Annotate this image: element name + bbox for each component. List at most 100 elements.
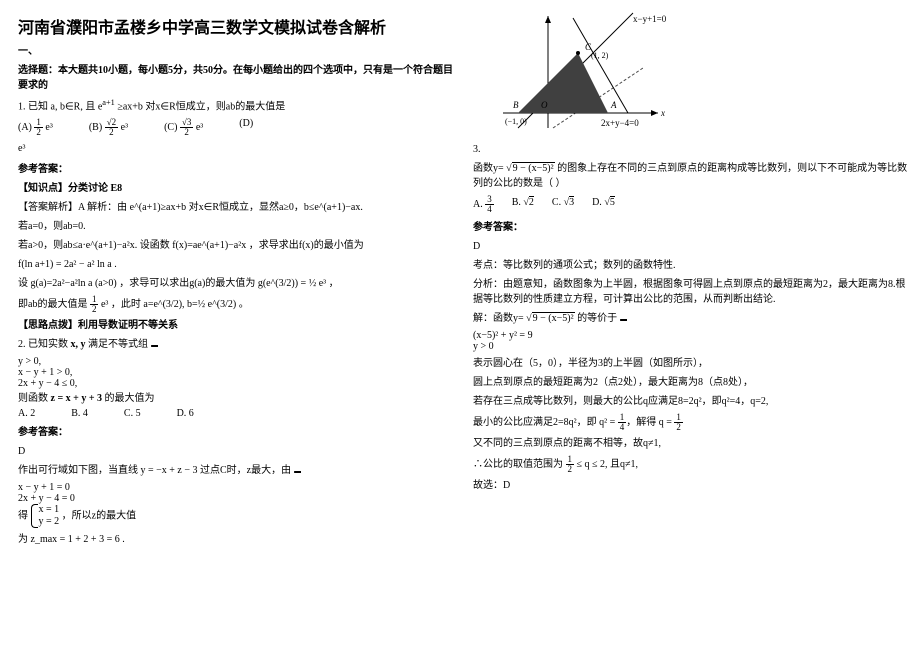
q1-knowledge-point: 【知识点】分类讨论 E8 xyxy=(18,181,455,196)
q2-sys2a: x = 1 xyxy=(39,504,60,516)
feasible-region-diagram: x−y+1=0 C (1, 2) B O A (−1, 0) 2x+y−4=0 … xyxy=(493,8,673,138)
q2-z: z = x + y + 3 xyxy=(51,393,103,404)
q2-sys2: x = 1 y = 2 xyxy=(31,504,60,528)
q2-optD: D. 6 xyxy=(177,408,194,419)
q1-sol4-pre: 设 xyxy=(18,278,28,289)
q2-c3: 2x + y − 4 ≤ 0, xyxy=(18,378,455,389)
q2-exp-get: 得 xyxy=(18,511,28,522)
q1-sol0: 【答案解析】A 解析：由 e^(a+1)≥ax+b 对x∈R恒成立，显然a≥0，… xyxy=(18,200,455,215)
q1-exp1: a+1 xyxy=(102,98,115,107)
q1-sol4-val: g(e^(3/2)) = ½ e³ xyxy=(258,278,326,289)
q2-stem: 2. 已知实数 x, y 满足不等式组 xyxy=(18,337,455,352)
q3-optC-lbl: C. xyxy=(552,197,561,208)
q3-sol4-pre: 最小的公比应满足2=8q²，即 xyxy=(473,417,597,428)
q3-optB-lbl: B. xyxy=(512,197,521,208)
q3-sol4: 最小的公比应满足2=8q²，即 q² = 14，解得 q = 12 xyxy=(473,413,910,432)
svg-text:B: B xyxy=(513,100,519,110)
q3-stem: 函数y= √9 − (x−5)² 的图象上存在不同的三点到原点的距离构成等比数列… xyxy=(473,161,910,191)
q1-sol4-post: ， xyxy=(329,278,339,289)
q3-stem-pre: 函数y= xyxy=(473,163,504,174)
left-column: 河南省濮阳市孟楼乡中学高三数学文模拟试卷含解析 一、 选择题：本大题共10小题，… xyxy=(0,0,465,561)
q3-optD-lbl: D. xyxy=(592,197,602,208)
q3-num: 3. xyxy=(473,142,910,157)
q3-options: A. 34 B. √2 C. √3 D. √5 xyxy=(473,195,910,214)
q3-sol-eq-text: 的等价于 xyxy=(577,313,617,324)
q2-tail: 的最大值为 xyxy=(105,393,155,404)
q2-options: A. 2 B. 4 C. 5 D. 6 xyxy=(18,408,455,419)
q2-exp-pre: 作出可行域如下图，当直线 xyxy=(18,465,138,476)
q3-sol-eq: 解：函数y= √9 − (x−5)² 的等价于 xyxy=(473,311,910,326)
q2-sys1b: 2x + y − 4 = 0 xyxy=(18,493,455,504)
q1-sol2-pre: 若a>0，则ab≤a·e^(a+1)−a²x. 设函数 xyxy=(18,240,170,251)
q2-mid: 满足不等式组 xyxy=(88,339,148,350)
q3-sol5: 又不同的三点到原点的距离不相等，故q≠1, xyxy=(473,436,910,451)
q2-stem-pre: 2. 已知实数 xyxy=(18,339,68,350)
q1-optC-lbl: (C) xyxy=(164,122,177,133)
svg-text:O: O xyxy=(541,100,548,110)
svg-text:(1, 2): (1, 2) xyxy=(591,51,609,60)
q1-cond: a, b∈R, 且 e xyxy=(51,101,103,112)
q2-answer: D xyxy=(18,444,455,459)
q2-exp: 作出可行域如下图，当直线 y = −x + z − 3 过点C时，z最大，由 xyxy=(18,463,455,478)
svg-text:A: A xyxy=(610,100,617,110)
q1-sol1: 若a=0，则ab=0. xyxy=(18,219,455,234)
q3-answer-header: 参考答案： xyxy=(473,220,910,235)
q1-optD-lbl: (D) xyxy=(239,118,253,129)
q1-stem: 1. 已知 a, b∈R, 且 ea+1 ≥ax+b 对x∈R恒成立，则ab的最… xyxy=(18,97,455,114)
q1-sol5-when: ，此时 xyxy=(111,299,141,310)
q1-sol3: f(ln a+1) = 2a² − a² ln a . xyxy=(18,257,455,272)
q3-sol-c1: (x−5)² + y² = 9 xyxy=(473,330,910,341)
page: 河南省濮阳市孟楼乡中学高三数学文模拟试卷含解析 一、 选择题：本大题共10小题，… xyxy=(0,0,920,561)
q2-exp-line: y = −x + z − 3 xyxy=(141,465,198,476)
q1-answer-header: 参考答案： xyxy=(18,162,455,177)
q1-options: (A) 12 e³ (B) √22 e³ (C) √32 e³ (D) xyxy=(18,118,455,137)
q1-sol2-f: f(x)=ae^(a+1)−a²x xyxy=(172,240,246,251)
svg-text:2x+y−4=0: 2x+y−4=0 xyxy=(601,118,639,128)
q2-post: 则函数 xyxy=(18,393,48,404)
q3-sol-pre: 解：函数y= xyxy=(473,313,524,324)
q2-optC: C. 5 xyxy=(124,408,141,419)
q2-zmax: 为 z_max = 1 + 2 + 3 = 6 . xyxy=(18,532,455,547)
q3-sol2: 圆上点到原点的最短距离为2（点2处），最大距离为8（点8处）， xyxy=(473,375,910,390)
q3-anal: 分析：由题意知，函数图象为上半圆，根据图象可得圆上点到原点的最短距离为2，最大距… xyxy=(473,277,910,307)
q3-sol1: 表示圆心在（5，0），半径为3的上半圆（如图所示）， xyxy=(473,356,910,371)
q2-sys1a: x − y + 1 = 0 xyxy=(18,482,455,493)
q3-sol6-pre: ∴公比的取值范围为 xyxy=(473,459,563,470)
q3-radicand: 9 − (x−5)² xyxy=(513,163,554,174)
q3-sol3: 若存在三点成等比数列，则最大的公比q应满足8=2q²，即q²=4，q=2, xyxy=(473,394,910,409)
q3-answer: D xyxy=(473,239,910,254)
q1-tip: 【思路点拨】利用导数证明不等关系 xyxy=(18,318,455,333)
q2-exp-mid: 过点C时，z最大，由 xyxy=(200,465,291,476)
q3-kp: 考点：等比数列的通项公式；数列的函数特性. xyxy=(473,258,910,273)
svg-text:(−1, 0): (−1, 0) xyxy=(505,117,527,126)
diagram-line1-label: x−y+1=0 xyxy=(633,14,667,24)
q2-exp-post: ，所以z的最大值 xyxy=(62,511,136,522)
q1-rest: 对x∈R恒成立，则ab的最大值是 xyxy=(145,101,285,112)
q1-sol5-eq: a=e^(3/2), b=½ e^(3/2) xyxy=(143,299,236,310)
q3-sol6: ∴公比的取值范围为 12 ≤ q ≤ 2, 且q≠1, xyxy=(473,455,910,474)
q1-stem-pre: 1. 已知 xyxy=(18,101,48,112)
q2-optB: B. 4 xyxy=(71,408,88,419)
q1-sol4-mid: ，求导可以求出g(a)的最大值为 xyxy=(119,278,255,289)
svg-text:x: x xyxy=(660,108,665,118)
q3-optA-lbl: A. xyxy=(473,199,483,210)
q2-c1: y > 0, xyxy=(18,356,455,367)
q1-sol4-g: g(a)=2a²−a²ln a (a>0) xyxy=(31,278,117,289)
q2-answer-header: 参考答案： xyxy=(18,425,455,440)
q1-sol5-pre: 即ab的最大值是 xyxy=(18,299,87,310)
q2-optA: A. 2 xyxy=(18,408,35,419)
q2-vars: x, y xyxy=(71,339,86,350)
q3-sol-c2: y > 0 xyxy=(473,341,910,352)
q1-sol2-post: ，求导求出f(x)的最小值为 xyxy=(249,240,364,251)
q1-sol5: 即ab的最大值是 12 e³ ，此时 a=e^(3/2), b=½ e^(3/2… xyxy=(18,295,455,314)
q3-sol7: 故选：D xyxy=(473,478,910,493)
section-one-desc: 选择题：本大题共10小题，每小题5分，共50分。在每小题给出的四个选项中，只有是… xyxy=(18,63,455,93)
q1-sol5-dot: 。 xyxy=(239,299,249,310)
doc-title: 河南省濮阳市孟楼乡中学高三数学文模拟试卷含解析 xyxy=(18,14,455,38)
q1-optA-lbl: (A) xyxy=(18,122,32,133)
q2-c2: x − y + 1 > 0, xyxy=(18,367,455,378)
q1-optD-line2: e³ xyxy=(18,141,455,156)
q1-optB-lbl: (B) xyxy=(89,122,102,133)
section-one-label: 一、 xyxy=(18,44,455,59)
q1-sol2: 若a>0，则ab≤a·e^(a+1)−a²x. 设函数 f(x)=ae^(a+1… xyxy=(18,238,455,253)
